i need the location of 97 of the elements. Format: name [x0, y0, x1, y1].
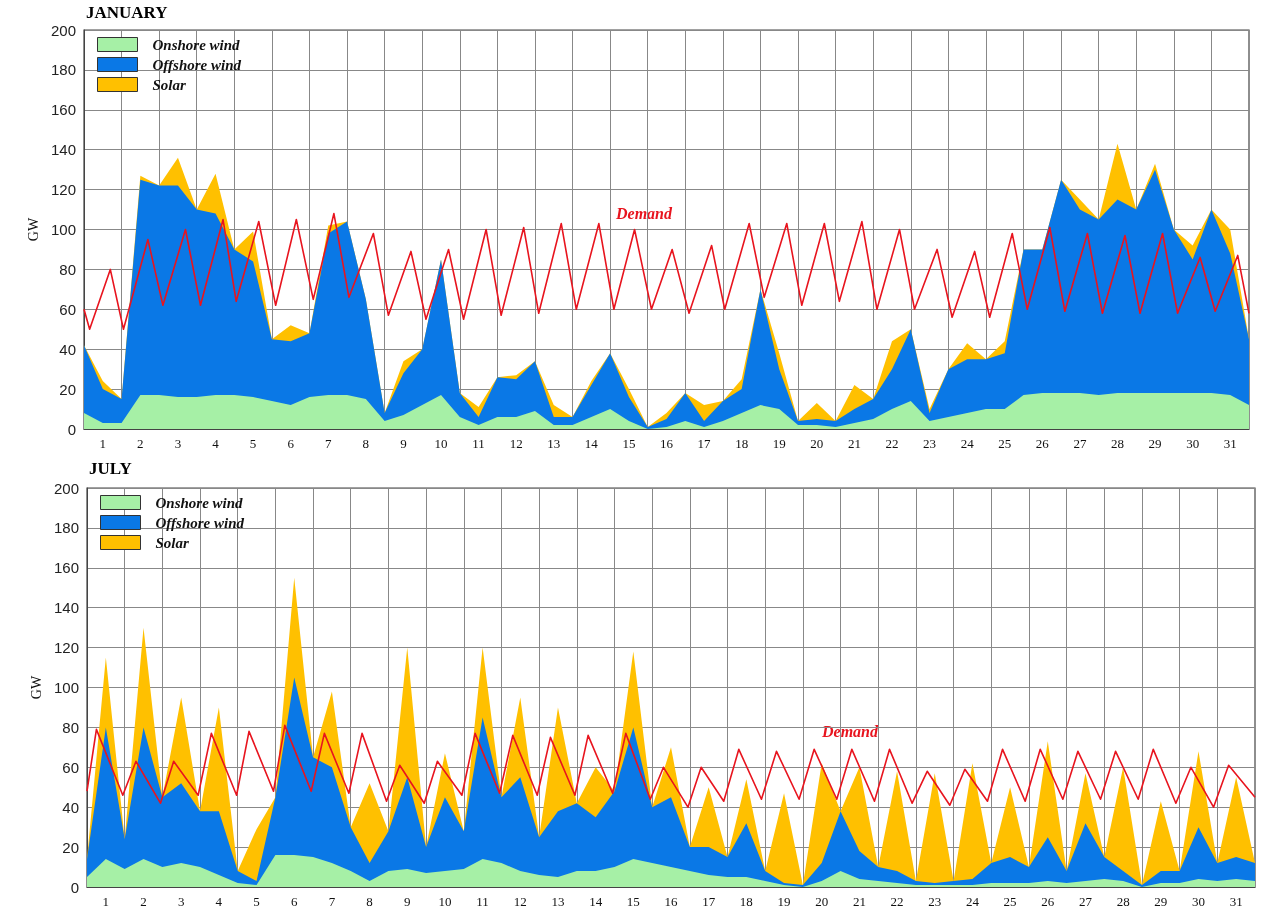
x-tick-label: 31	[1229, 894, 1243, 909]
x-tick-label: 1	[99, 436, 107, 451]
x-tick-label: 17	[697, 436, 712, 451]
chart-title: JULY	[89, 459, 132, 478]
y-tick-label: 0	[67, 420, 76, 438]
x-tick-label: 16	[660, 436, 674, 451]
x-tick-label: 21	[852, 894, 866, 909]
y-tick-label: 80	[59, 260, 76, 278]
x-tick-label: 9	[404, 894, 411, 909]
x-tick-label: 25	[998, 436, 1012, 451]
x-tick-label: 4	[215, 894, 223, 909]
y-tick-label: 160	[53, 559, 79, 577]
x-tick-label: 23	[923, 436, 937, 451]
x-tick-label: 18	[739, 894, 753, 909]
x-tick-label: 15	[622, 436, 636, 451]
y-tick-label: 100	[53, 679, 79, 696]
x-tick-label: 16	[664, 894, 678, 909]
x-tick-label: 13	[551, 894, 565, 909]
legend-label: Onshore wind	[152, 36, 241, 53]
x-tick-label: 22	[885, 436, 899, 451]
series-label: Demand	[615, 204, 673, 222]
x-tick-label: 6	[287, 436, 295, 451]
x-tick-label: 27	[1073, 436, 1087, 451]
y-tick-label: 80	[62, 718, 79, 736]
x-tick-label: 5	[253, 894, 260, 909]
x-tick-label: 19	[772, 436, 786, 451]
y-tick-label: 100	[50, 221, 76, 238]
legend-label: Solar	[155, 534, 190, 551]
y-tick-label: 200	[50, 21, 76, 39]
series-label: Demand	[821, 722, 879, 740]
x-tick-label: 26	[1035, 436, 1050, 451]
x-tick-label: 14	[589, 894, 603, 909]
x-tick-label: 17	[702, 894, 716, 909]
x-tick-label: 15	[626, 894, 640, 909]
x-tick-label: 10	[438, 894, 452, 909]
x-tick-label: 11	[476, 894, 489, 909]
x-tick-label: 1	[102, 894, 110, 909]
y-tick-label: 20	[59, 380, 76, 398]
x-tick-label: 22	[890, 894, 904, 909]
x-tick-label: 3	[174, 436, 182, 451]
x-tick-label: 30	[1186, 436, 1200, 451]
x-tick-label: 25	[1003, 894, 1017, 909]
x-tick-label: 31	[1223, 436, 1237, 451]
legend-label: Offshore wind	[155, 514, 245, 531]
y-tick-label: 40	[62, 798, 79, 816]
legend-label: Offshore wind	[152, 56, 242, 73]
x-tick-label: 7	[328, 894, 336, 909]
legend-label: Solar	[152, 76, 187, 93]
x-tick-label: 18	[735, 436, 749, 451]
chart-title: JANUARY	[86, 3, 168, 22]
x-tick-label: 5	[249, 436, 257, 451]
y-tick-label: 140	[50, 141, 76, 159]
x-tick-label: 26	[1041, 894, 1055, 909]
x-tick-label: 2	[140, 894, 147, 909]
x-tick-label: 8	[362, 436, 370, 451]
x-tick-label: 29	[1154, 894, 1168, 909]
y-tick-label: 60	[62, 758, 79, 776]
x-tick-label: 11	[472, 436, 485, 451]
y-axis-title: GW	[25, 217, 41, 242]
x-tick-label: 28	[1110, 436, 1124, 451]
legend-label: Onshore wind	[155, 494, 244, 511]
x-tick-label: 19	[777, 894, 791, 909]
x-tick-label: 24	[960, 436, 975, 451]
x-tick-label: 30	[1191, 894, 1205, 909]
x-tick-label: 21	[847, 436, 861, 451]
y-tick-label: 120	[53, 639, 79, 657]
y-axis-title: GW	[28, 675, 44, 700]
x-tick-label: 10	[434, 436, 448, 451]
line-series	[86, 724, 1256, 808]
x-tick-label: 9	[400, 436, 407, 451]
x-tick-label: 29	[1148, 436, 1162, 451]
x-tick-label: 3	[177, 894, 185, 909]
x-tick-label: 24	[965, 894, 980, 909]
y-tick-label: 60	[59, 300, 76, 318]
x-tick-label: 2	[137, 436, 144, 451]
y-tick-label: 0	[70, 878, 79, 896]
y-tick-label: 20	[62, 838, 79, 856]
x-tick-label: 8	[366, 894, 373, 909]
x-tick-label: 12	[509, 436, 523, 451]
y-tick-label: 180	[50, 61, 76, 79]
x-tick-label: 12	[513, 894, 527, 909]
y-tick-label: 160	[50, 101, 76, 119]
y-tick-label: 40	[59, 340, 76, 358]
x-tick-label: 28	[1116, 894, 1130, 909]
x-tick-label: 23	[928, 894, 942, 909]
y-tick-label: 140	[53, 599, 79, 617]
x-tick-label: 27	[1078, 894, 1093, 909]
x-tick-label: 20	[810, 436, 824, 451]
y-tick-label: 120	[50, 181, 76, 199]
x-tick-label: 4	[212, 436, 220, 451]
y-tick-label: 180	[53, 519, 79, 537]
x-tick-label: 13	[547, 436, 561, 451]
x-tick-label: 7	[325, 436, 333, 451]
x-tick-label: 6	[290, 894, 298, 909]
x-tick-label: 20	[815, 894, 829, 909]
x-tick-label: 14	[584, 436, 599, 451]
y-tick-label: 200	[53, 479, 79, 497]
